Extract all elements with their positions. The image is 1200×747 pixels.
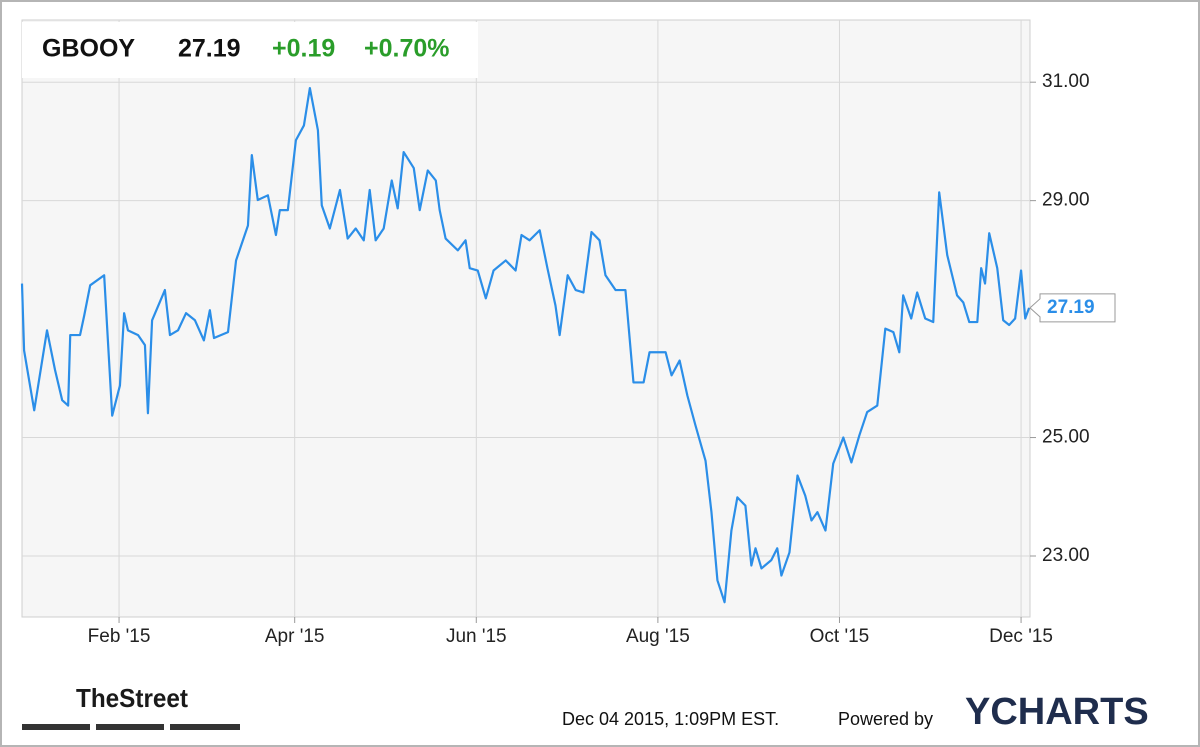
x-tick-label: Apr '15 bbox=[265, 626, 325, 647]
x-tick-label: Oct '15 bbox=[810, 626, 870, 647]
logo-bar bbox=[96, 724, 164, 730]
timestamp: Dec 04 2015, 1:09PM EST. bbox=[562, 709, 779, 729]
x-tick-label: Dec '15 bbox=[989, 626, 1053, 647]
logo-bar bbox=[170, 724, 240, 730]
price-line bbox=[20, 87, 1031, 604]
grid bbox=[22, 20, 1036, 623]
last-value-box bbox=[1029, 293, 1116, 323]
ticker: GBOOY bbox=[42, 35, 135, 63]
plot-area bbox=[21, 19, 1031, 618]
source-logo: TheStreet bbox=[76, 683, 188, 713]
powered-by: Powered by bbox=[838, 709, 933, 729]
logo-bar bbox=[22, 724, 90, 730]
last-value-label: 27.19 bbox=[1047, 297, 1095, 318]
x-tick-label: Jun '15 bbox=[446, 626, 507, 647]
y-tick-label: 25.00 bbox=[1042, 427, 1090, 448]
x-tick-label: Feb '15 bbox=[88, 626, 151, 647]
y-tick-label: 29.00 bbox=[1042, 190, 1090, 211]
header-box bbox=[22, 22, 478, 78]
y-tick-label: 31.00 bbox=[1042, 71, 1090, 92]
lines bbox=[20, 87, 1031, 604]
change-percent: +0.70% bbox=[364, 35, 450, 63]
price: 27.19 bbox=[178, 35, 241, 63]
y-tick-label: 23.00 bbox=[1042, 545, 1090, 566]
x-tick-label: Aug '15 bbox=[626, 626, 690, 647]
change: +0.19 bbox=[272, 35, 335, 63]
brand-logo: YCHARTS bbox=[965, 691, 1149, 733]
